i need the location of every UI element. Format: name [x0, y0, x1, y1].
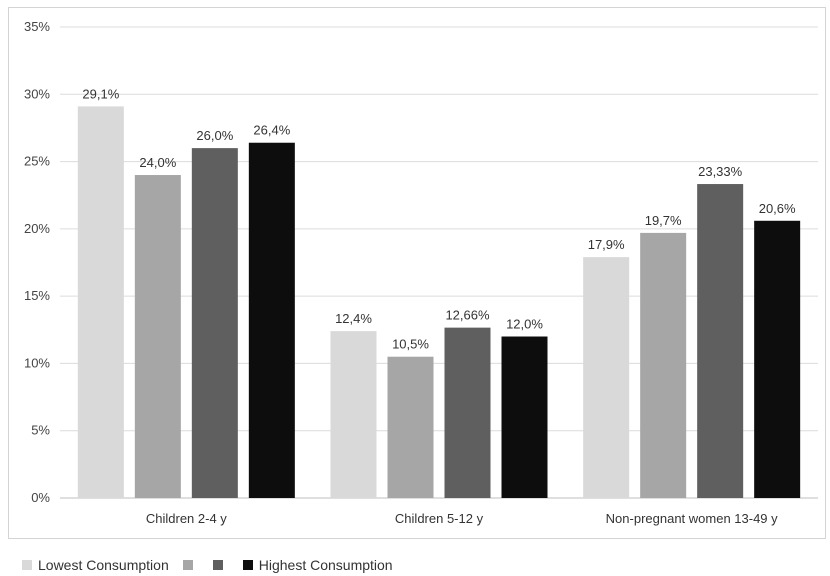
- y-tick-label: 25%: [24, 154, 50, 169]
- y-tick-label: 30%: [24, 86, 50, 101]
- bar: [191, 148, 238, 498]
- data-label: 26,4%: [253, 123, 290, 138]
- legend-swatch: [182, 560, 193, 570]
- bar: [387, 356, 434, 498]
- data-label: 12,4%: [335, 311, 372, 326]
- bar: [248, 142, 295, 498]
- y-tick-label: 10%: [24, 355, 50, 370]
- bar: [640, 232, 687, 498]
- data-label: 29,1%: [82, 86, 119, 101]
- bar: [330, 331, 377, 498]
- legend-item: [212, 560, 229, 570]
- y-tick-label: 20%: [24, 221, 50, 236]
- legend-swatch: [242, 560, 253, 570]
- chart-legend: Lowest Consumption Highest Consumption: [22, 557, 407, 573]
- data-label: 26,0%: [196, 128, 233, 143]
- data-label: 20,6%: [759, 201, 796, 216]
- bar: [583, 257, 630, 498]
- data-label: 19,7%: [645, 213, 682, 228]
- legend-label: Lowest Consumption: [38, 557, 169, 573]
- legend-item: [182, 560, 199, 570]
- x-category-label: Non-pregnant women 13-49 y: [606, 511, 778, 526]
- y-tick-label: 15%: [24, 288, 50, 303]
- data-label: 12,66%: [445, 308, 490, 323]
- bar: [444, 327, 491, 498]
- bar: [754, 220, 801, 499]
- y-tick-label: 5%: [31, 423, 50, 438]
- data-label: 24,0%: [139, 155, 176, 170]
- legend-item: Lowest Consumption: [22, 557, 169, 573]
- x-category-label: Children 2-4 y: [146, 511, 227, 526]
- legend-item: Highest Consumption: [242, 557, 393, 573]
- legend-swatch: [212, 560, 223, 570]
- bar: [501, 336, 548, 498]
- data-label: 23,33%: [698, 164, 743, 179]
- legend-swatch: [22, 560, 32, 570]
- x-category-label: Children 5-12 y: [395, 511, 484, 526]
- bar: [697, 184, 744, 498]
- data-label: 12,0%: [506, 317, 543, 332]
- data-label: 17,9%: [588, 237, 625, 252]
- bar: [77, 106, 124, 498]
- legend-label: Highest Consumption: [258, 557, 393, 573]
- bar: [134, 175, 181, 498]
- y-tick-label: 0%: [31, 490, 50, 505]
- data-label: 10,5%: [392, 337, 429, 352]
- y-tick-label: 35%: [24, 19, 50, 34]
